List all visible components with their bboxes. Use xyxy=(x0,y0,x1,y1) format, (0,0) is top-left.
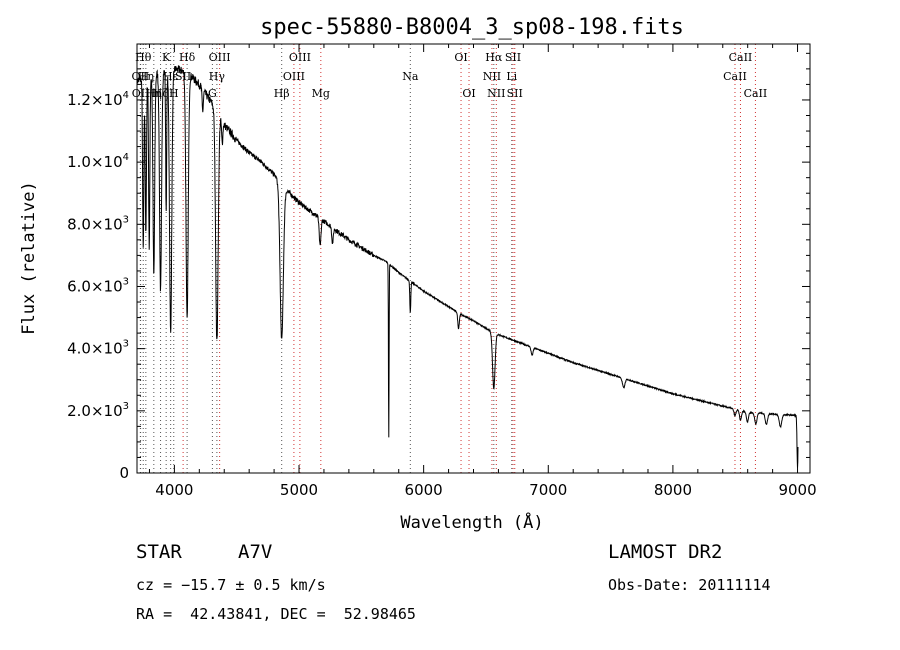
spectral-line-markers xyxy=(139,44,756,473)
line-label-16: OIII xyxy=(289,51,311,64)
line-label-19: OI xyxy=(454,51,467,64)
line-label-5: Hζ xyxy=(153,87,169,100)
line-label-12: Hγ xyxy=(209,70,226,83)
line-label-11: G xyxy=(208,87,217,100)
line-label-3: Hη xyxy=(138,70,154,83)
line-label-2: Hθ xyxy=(135,51,152,64)
y-tick-label-0: 0 xyxy=(119,464,129,482)
line-label-6: K xyxy=(162,51,171,64)
line-label-25: SII xyxy=(505,51,521,64)
x-axis-label: Wavelength (Å) xyxy=(400,511,543,533)
spectral-subclass: A7V xyxy=(238,541,273,563)
x-tick-label-4000: 4000 xyxy=(155,481,193,499)
obs-date: Obs-Date: 20111114 xyxy=(608,576,771,594)
line-label-21: NII xyxy=(483,70,501,83)
y-tick-label-10000: 1.0×104 xyxy=(67,152,129,171)
y-tick-label-12000: 1.2×104 xyxy=(67,90,129,109)
line-label-22: Hα xyxy=(485,51,503,64)
object-class: STAR xyxy=(136,541,182,563)
y-axis-label: Flux (relative) xyxy=(19,181,39,335)
x-tick-label-9000: 9000 xyxy=(778,481,816,499)
line-label-1: OII xyxy=(132,87,150,100)
spectrum-line xyxy=(136,65,799,468)
x-tick-label-8000: 8000 xyxy=(654,481,692,499)
x-axis-ticks: 4000 5000 6000 7000 8000 9000 xyxy=(148,44,817,499)
line-label-29: CaII xyxy=(744,87,768,100)
x-tick-label-7000: 7000 xyxy=(529,481,567,499)
line-label-28: CaII xyxy=(729,51,753,64)
line-label-24: Li xyxy=(506,70,517,83)
line-label-17: Mg xyxy=(312,87,330,100)
line-label-0: OII xyxy=(132,70,150,83)
line-label-13: OIII xyxy=(209,51,231,64)
coordinates: RA = 42.43841, DEC = 52.98465 xyxy=(136,605,416,623)
line-label-27: CaII xyxy=(723,70,747,83)
line-label-20: OI xyxy=(462,87,475,100)
y-tick-label-2000: 2.0×103 xyxy=(67,401,129,420)
x-tick-label-5000: 5000 xyxy=(280,481,318,499)
line-label-9: SII xyxy=(175,70,191,83)
line-label-18: Na xyxy=(402,70,419,83)
chart-title: spec-55880-B8004_3_sp08-198.fits xyxy=(260,15,684,40)
line-label-10: Hδ xyxy=(179,51,196,64)
line-label-14: Hβ xyxy=(274,87,290,100)
y-axis-ticks: 0 2.0×103 4.0×103 6.0×103 8.0×103 1.0×104 1.2×… xyxy=(67,52,810,482)
y-tick-label-6000: 6.0×103 xyxy=(67,276,129,295)
line-label-7: Hε xyxy=(163,70,179,83)
x-tick-label-6000: 6000 xyxy=(405,481,443,499)
line-label-26: SII xyxy=(507,87,523,100)
survey-name: LAMOST DR2 xyxy=(608,541,723,563)
line-label-8: H xyxy=(169,87,179,100)
y-tick-label-4000: 4.0×103 xyxy=(67,339,129,358)
y-tick-label-8000: 8.0×103 xyxy=(67,214,129,233)
redshift-cz: cz = −15.7 ± 0.5 km/s xyxy=(136,576,326,594)
spectral-line-labels: OIIOIIHθHηHηHζKHεHSIIHδGHγOIIIHβOIIIOIII… xyxy=(132,51,768,100)
plot-frame xyxy=(136,43,811,474)
line-label-23: NII xyxy=(487,87,505,100)
line-label-15: OIII xyxy=(283,70,305,83)
